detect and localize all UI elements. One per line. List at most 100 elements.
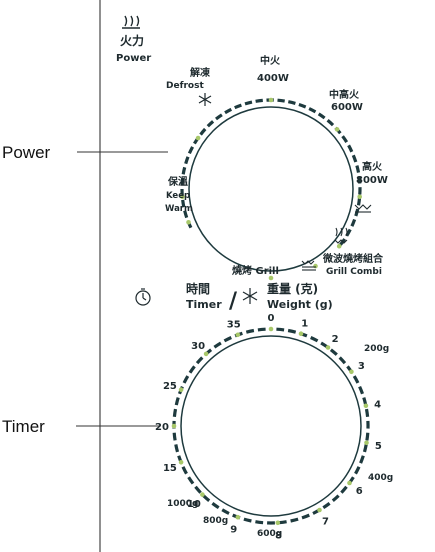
power-arc-segment [287, 100, 296, 105]
timer-minute-label: 2 [332, 334, 339, 345]
timer-minute-label: 4 [374, 399, 381, 410]
timer-arc-segment [182, 375, 190, 384]
high-label-w: 800W [356, 175, 388, 186]
clock-icon [135, 288, 151, 306]
timer-dial-arc [172, 327, 370, 525]
power-arc-segment [215, 113, 223, 121]
timer-arc-segment [194, 485, 202, 494]
timer-arc-segment [202, 494, 211, 502]
power-setting-dot [268, 275, 274, 281]
timer-minute-label: 10 [187, 499, 201, 510]
snowflake-icon [198, 93, 212, 106]
timer-arc-segment [195, 356, 204, 365]
timer-minute-label: 9 [230, 524, 237, 535]
timer-minute-dot [200, 492, 205, 497]
power-callout-label: Power [2, 143, 51, 162]
power-header-zh: 火力 [120, 33, 144, 48]
timer-minute-dot [317, 507, 322, 513]
power-arc-segment [326, 119, 335, 127]
grill-label: 燒烤 Grill [232, 264, 279, 277]
power-arc-segment [350, 218, 357, 227]
timer-arc-segment [310, 336, 319, 343]
timer-header-separator: / [229, 289, 238, 314]
power-arc-segment [308, 107, 317, 114]
heat-waves-icon [122, 15, 140, 29]
snowflake-icon [242, 288, 258, 304]
timer-arc-segment [358, 385, 365, 395]
timer-arc-segment [181, 466, 188, 475]
power-knob[interactable] [188, 106, 354, 272]
grill-icon-small [301, 260, 316, 271]
timer-arc-segment [322, 502, 331, 510]
power-arc-segment [180, 177, 185, 186]
timer-minute-dot [171, 423, 177, 429]
timer-minute-label: 0 [268, 313, 275, 324]
power-arc-segment [181, 166, 187, 175]
timer-arc-segment [221, 508, 230, 515]
timer-arc-segment [223, 336, 232, 343]
medium-label-w: 400W [257, 73, 289, 84]
power-arc-segment [224, 107, 233, 115]
timer-minute-label: 15 [163, 463, 177, 474]
timer-arc-segment [287, 328, 297, 334]
weight-label-800: 800g [203, 516, 228, 526]
timer-arc-segment [243, 517, 252, 523]
grill-combi-label-zh: 微波燒烤組合 [322, 252, 384, 265]
timer-minute-dot [178, 460, 184, 465]
keep-warm-label-en-1: Keep [166, 191, 190, 201]
defrost-label-en: Defrost [166, 81, 204, 91]
timer-minute-label: 3 [358, 361, 365, 372]
timer-minute-dot [363, 403, 369, 409]
power-arc-segment [347, 144, 354, 153]
power-arc-segment [317, 112, 326, 120]
power-dial[interactable] [180, 97, 363, 281]
timer-arc-segment [174, 444, 180, 453]
power-arc-segment [181, 199, 186, 208]
timer-minute-dot [268, 326, 274, 332]
timer-arc-segment [352, 375, 360, 384]
keep-warm-label-en-2: Warm [165, 204, 193, 214]
timer-minute-label: 8 [275, 531, 282, 542]
timer-arc-segment [213, 341, 222, 349]
timer-minute-dot [235, 514, 241, 520]
medium-label-zh: 中火 [260, 54, 281, 67]
timer-arc-segment [187, 476, 195, 485]
power-arc-segment [206, 120, 215, 128]
power-setting-dot [186, 220, 191, 225]
timer-arc-segment [172, 408, 178, 417]
timer-minute-label: 20 [155, 422, 169, 433]
timer-arc-segment [290, 517, 299, 523]
power-setting-dot [268, 97, 274, 103]
timer-arc-segment [211, 502, 220, 510]
grill-combi-label-en: Grill Combi [326, 267, 382, 277]
timer-arc-segment [340, 485, 348, 494]
timer-header-zh: 時間 [186, 281, 210, 296]
timer-dial[interactable]: 0 1 2 3 4 5 6 7 8 9 10 15 20 25 30 35 [155, 313, 382, 542]
weight-label-400: 400g [368, 473, 393, 483]
timer-minute-dot [347, 480, 352, 486]
power-arc-segment [356, 198, 362, 206]
timer-minute-label: 6 [356, 486, 363, 497]
timer-arc-segment [354, 466, 361, 475]
power-arc-segment [234, 103, 242, 110]
timer-knob[interactable] [180, 335, 362, 517]
timer-arc-segment [276, 327, 285, 332]
timer-arc-segment [359, 455, 365, 464]
power-arc-segment [351, 154, 358, 163]
power-arc-segment [199, 127, 207, 136]
power-arc-segment [187, 146, 195, 155]
keep-warm-label-zh: 保溫 [167, 175, 188, 188]
weight-label-600: 600g [257, 529, 282, 539]
weight-header-zh: 重量 (克) [267, 281, 318, 296]
timer-arc-segment [255, 520, 264, 525]
timer-minute-dot [235, 332, 241, 338]
timer-arc-segment [329, 348, 338, 356]
power-arc-segment [255, 98, 263, 103]
timer-arc-segment [331, 494, 340, 502]
timer-arc-segment [364, 408, 370, 417]
power-arc-segment [355, 165, 361, 173]
weight-label-1000: 1000g [167, 499, 199, 509]
high-label-zh: 高火 [362, 160, 383, 173]
timer-minute-label: 30 [191, 341, 205, 352]
